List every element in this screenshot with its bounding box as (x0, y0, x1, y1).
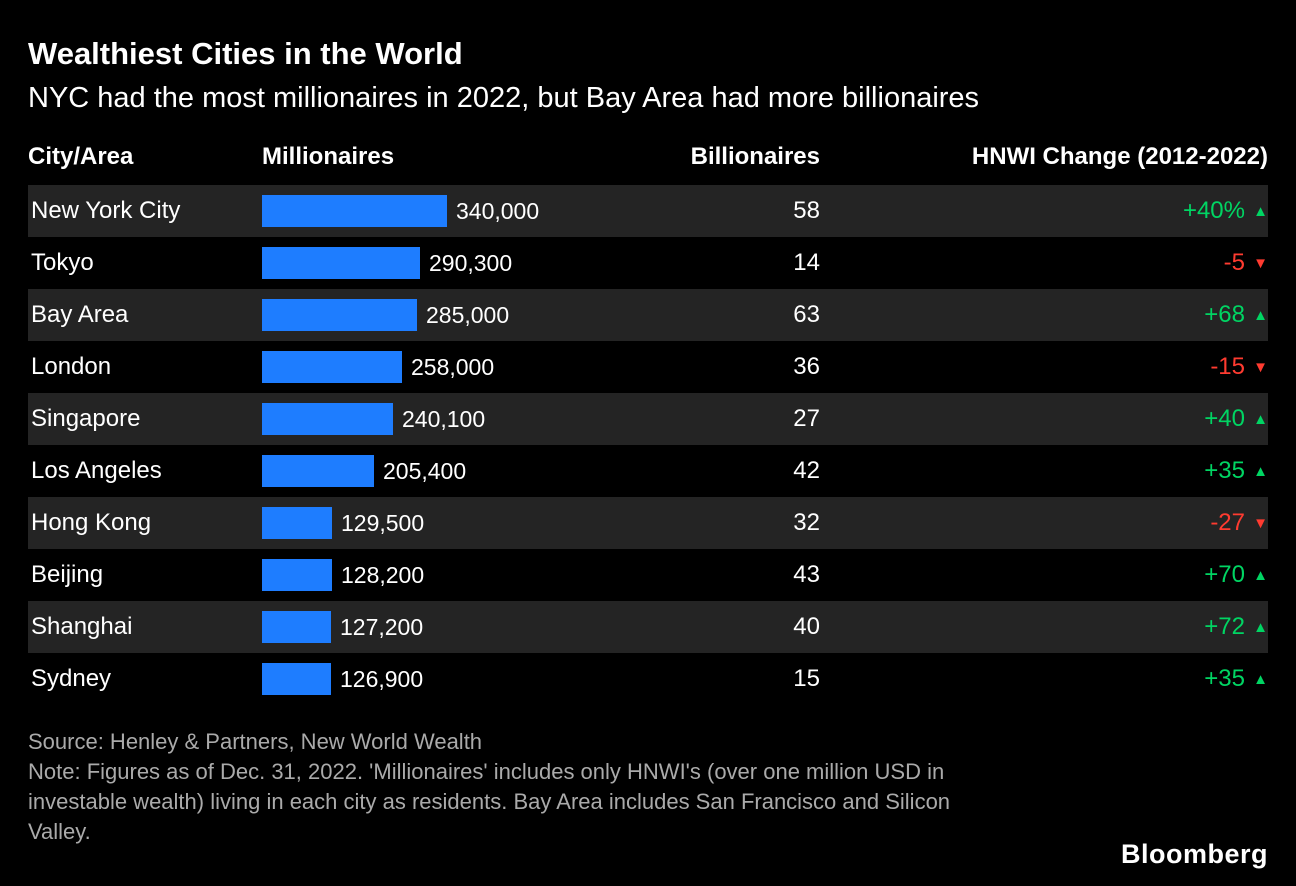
millionaires-value: 126,900 (340, 665, 424, 692)
column-header-city: City/Area (28, 143, 134, 171)
millionaires-bar (262, 663, 331, 696)
arrow-up-icon: ▲ (1253, 618, 1268, 636)
billionaires-value: 27 (793, 405, 820, 433)
table-row: Tokyo 290,300 14 -5 ▼ (28, 237, 1268, 289)
millionaires-cell: 240,100 (262, 403, 602, 436)
billionaires-value: 63 (793, 301, 820, 329)
hnwi-change-value: +70 (1204, 561, 1245, 589)
source-text: Source: Henley & Partners, New World Wea… (28, 729, 483, 755)
millionaires-cell: 290,300 (262, 247, 602, 280)
chart-title: Wealthiest Cities in the World (28, 36, 463, 71)
table-row: Beijing 128,200 43 +70 ▲ (28, 549, 1268, 601)
billionaires-value: 58 (793, 197, 820, 225)
table-row: Singapore 240,100 27 +40 ▲ (28, 393, 1268, 446)
city-cell: New York City (31, 197, 181, 225)
millionaires-value: 258,000 (411, 353, 495, 380)
millionaires-bar (262, 507, 332, 540)
table-row: Sydney 126,900 15 +35 ▲ (28, 653, 1268, 705)
table-row: Los Angeles 205,400 42 +35 ▲ (28, 445, 1268, 497)
millionaires-value: 240,100 (402, 405, 486, 432)
arrow-down-icon: ▼ (1253, 358, 1268, 376)
city-cell: Beijing (31, 561, 104, 589)
table-row: Bay Area 285,000 63 +68 ▲ (28, 289, 1268, 342)
millionaires-cell: 340,000 (262, 195, 602, 228)
arrow-up-icon: ▲ (1253, 306, 1268, 324)
city-cell: Singapore (31, 405, 141, 433)
billionaires-value: 32 (793, 509, 820, 537)
arrow-down-icon: ▼ (1253, 514, 1268, 532)
bloomberg-logo: Bloomberg (1120, 839, 1268, 869)
arrow-up-icon: ▲ (1253, 410, 1268, 428)
millionaires-bar (262, 299, 417, 332)
millionaires-bar (262, 559, 332, 592)
city-cell: London (31, 353, 112, 381)
millionaires-cell: 258,000 (262, 351, 602, 384)
footer: Source: Henley & Partners, New World Wea… (28, 727, 1268, 847)
millionaires-bar (262, 351, 402, 384)
millionaires-cell: 129,500 (262, 507, 602, 540)
millionaires-value: 290,300 (429, 249, 513, 276)
millionaires-value: 205,400 (383, 457, 467, 484)
millionaires-value: 128,200 (341, 561, 425, 588)
table-row: Shanghai 127,200 40 +72 ▲ (28, 601, 1268, 654)
millionaires-bar (262, 403, 393, 436)
billionaires-value: 14 (793, 249, 820, 277)
millionaires-value: 127,200 (340, 613, 424, 640)
billionaires-value: 43 (793, 561, 820, 589)
hnwi-change-value: +35 (1204, 457, 1245, 485)
hnwi-change-value: -27 (1210, 509, 1245, 537)
city-cell: Shanghai (31, 613, 133, 641)
hnwi-change-value: +68 (1204, 301, 1245, 329)
millionaires-value: 285,000 (426, 301, 510, 328)
note-text: Note: Figures as of Dec. 31, 2022. 'Mill… (28, 759, 951, 845)
chart-subtitle: NYC had the most millionaires in 2022, b… (28, 81, 980, 114)
city-cell: Tokyo (31, 249, 94, 277)
city-cell: Hong Kong (31, 509, 152, 537)
millionaires-cell: 285,000 (262, 299, 602, 332)
billionaires-value: 36 (793, 353, 820, 381)
millionaires-value: 340,000 (456, 197, 540, 224)
hnwi-change-value: +40 (1204, 405, 1245, 433)
millionaires-bar (262, 611, 331, 644)
millionaires-cell: 127,200 (262, 611, 602, 644)
millionaires-bar (262, 195, 447, 228)
millionaires-value: 129,500 (341, 509, 425, 536)
millionaires-cell: 128,200 (262, 559, 602, 592)
hnwi-change-value: +40% (1182, 197, 1245, 225)
city-cell: Bay Area (31, 301, 129, 329)
millionaires-bar (262, 455, 374, 488)
table-row: Hong Kong 129,500 32 -27 ▼ (28, 497, 1268, 550)
column-header-millionaires: Millionaires (262, 143, 395, 171)
city-cell: Sydney (31, 665, 112, 693)
arrow-up-icon: ▲ (1253, 670, 1268, 688)
arrow-up-icon: ▲ (1253, 566, 1268, 584)
millionaires-cell: 205,400 (262, 455, 602, 488)
hnwi-change-value: +35 (1204, 665, 1245, 693)
table-row: London 258,000 36 -15 ▼ (28, 341, 1268, 393)
hnwi-change-value: -15 (1210, 353, 1245, 381)
table-header: City/Area Millionaires Billionaires HNWI… (28, 143, 1268, 185)
table-body: New York City 340,000 58 +40% ▲ Tokyo 290,300 1… (28, 185, 1268, 705)
hnwi-change-value: +72 (1204, 613, 1245, 641)
city-cell: Los Angeles (31, 457, 162, 485)
column-header-billionaires: Billionaires (690, 143, 820, 171)
arrow-up-icon: ▲ (1253, 202, 1268, 220)
table-row: New York City 340,000 58 +40% ▲ (28, 185, 1268, 238)
millionaires-bar (262, 247, 420, 280)
arrow-up-icon: ▲ (1253, 462, 1268, 480)
billionaires-value: 15 (793, 665, 820, 693)
hnwi-change-value: -5 (1223, 249, 1245, 277)
millionaires-cell: 126,900 (262, 663, 602, 696)
arrow-down-icon: ▼ (1253, 254, 1268, 272)
column-header-hnwi-change: HNWI Change (2012-2022) (971, 143, 1268, 171)
billionaires-value: 40 (793, 613, 820, 641)
billionaires-value: 42 (793, 457, 820, 485)
